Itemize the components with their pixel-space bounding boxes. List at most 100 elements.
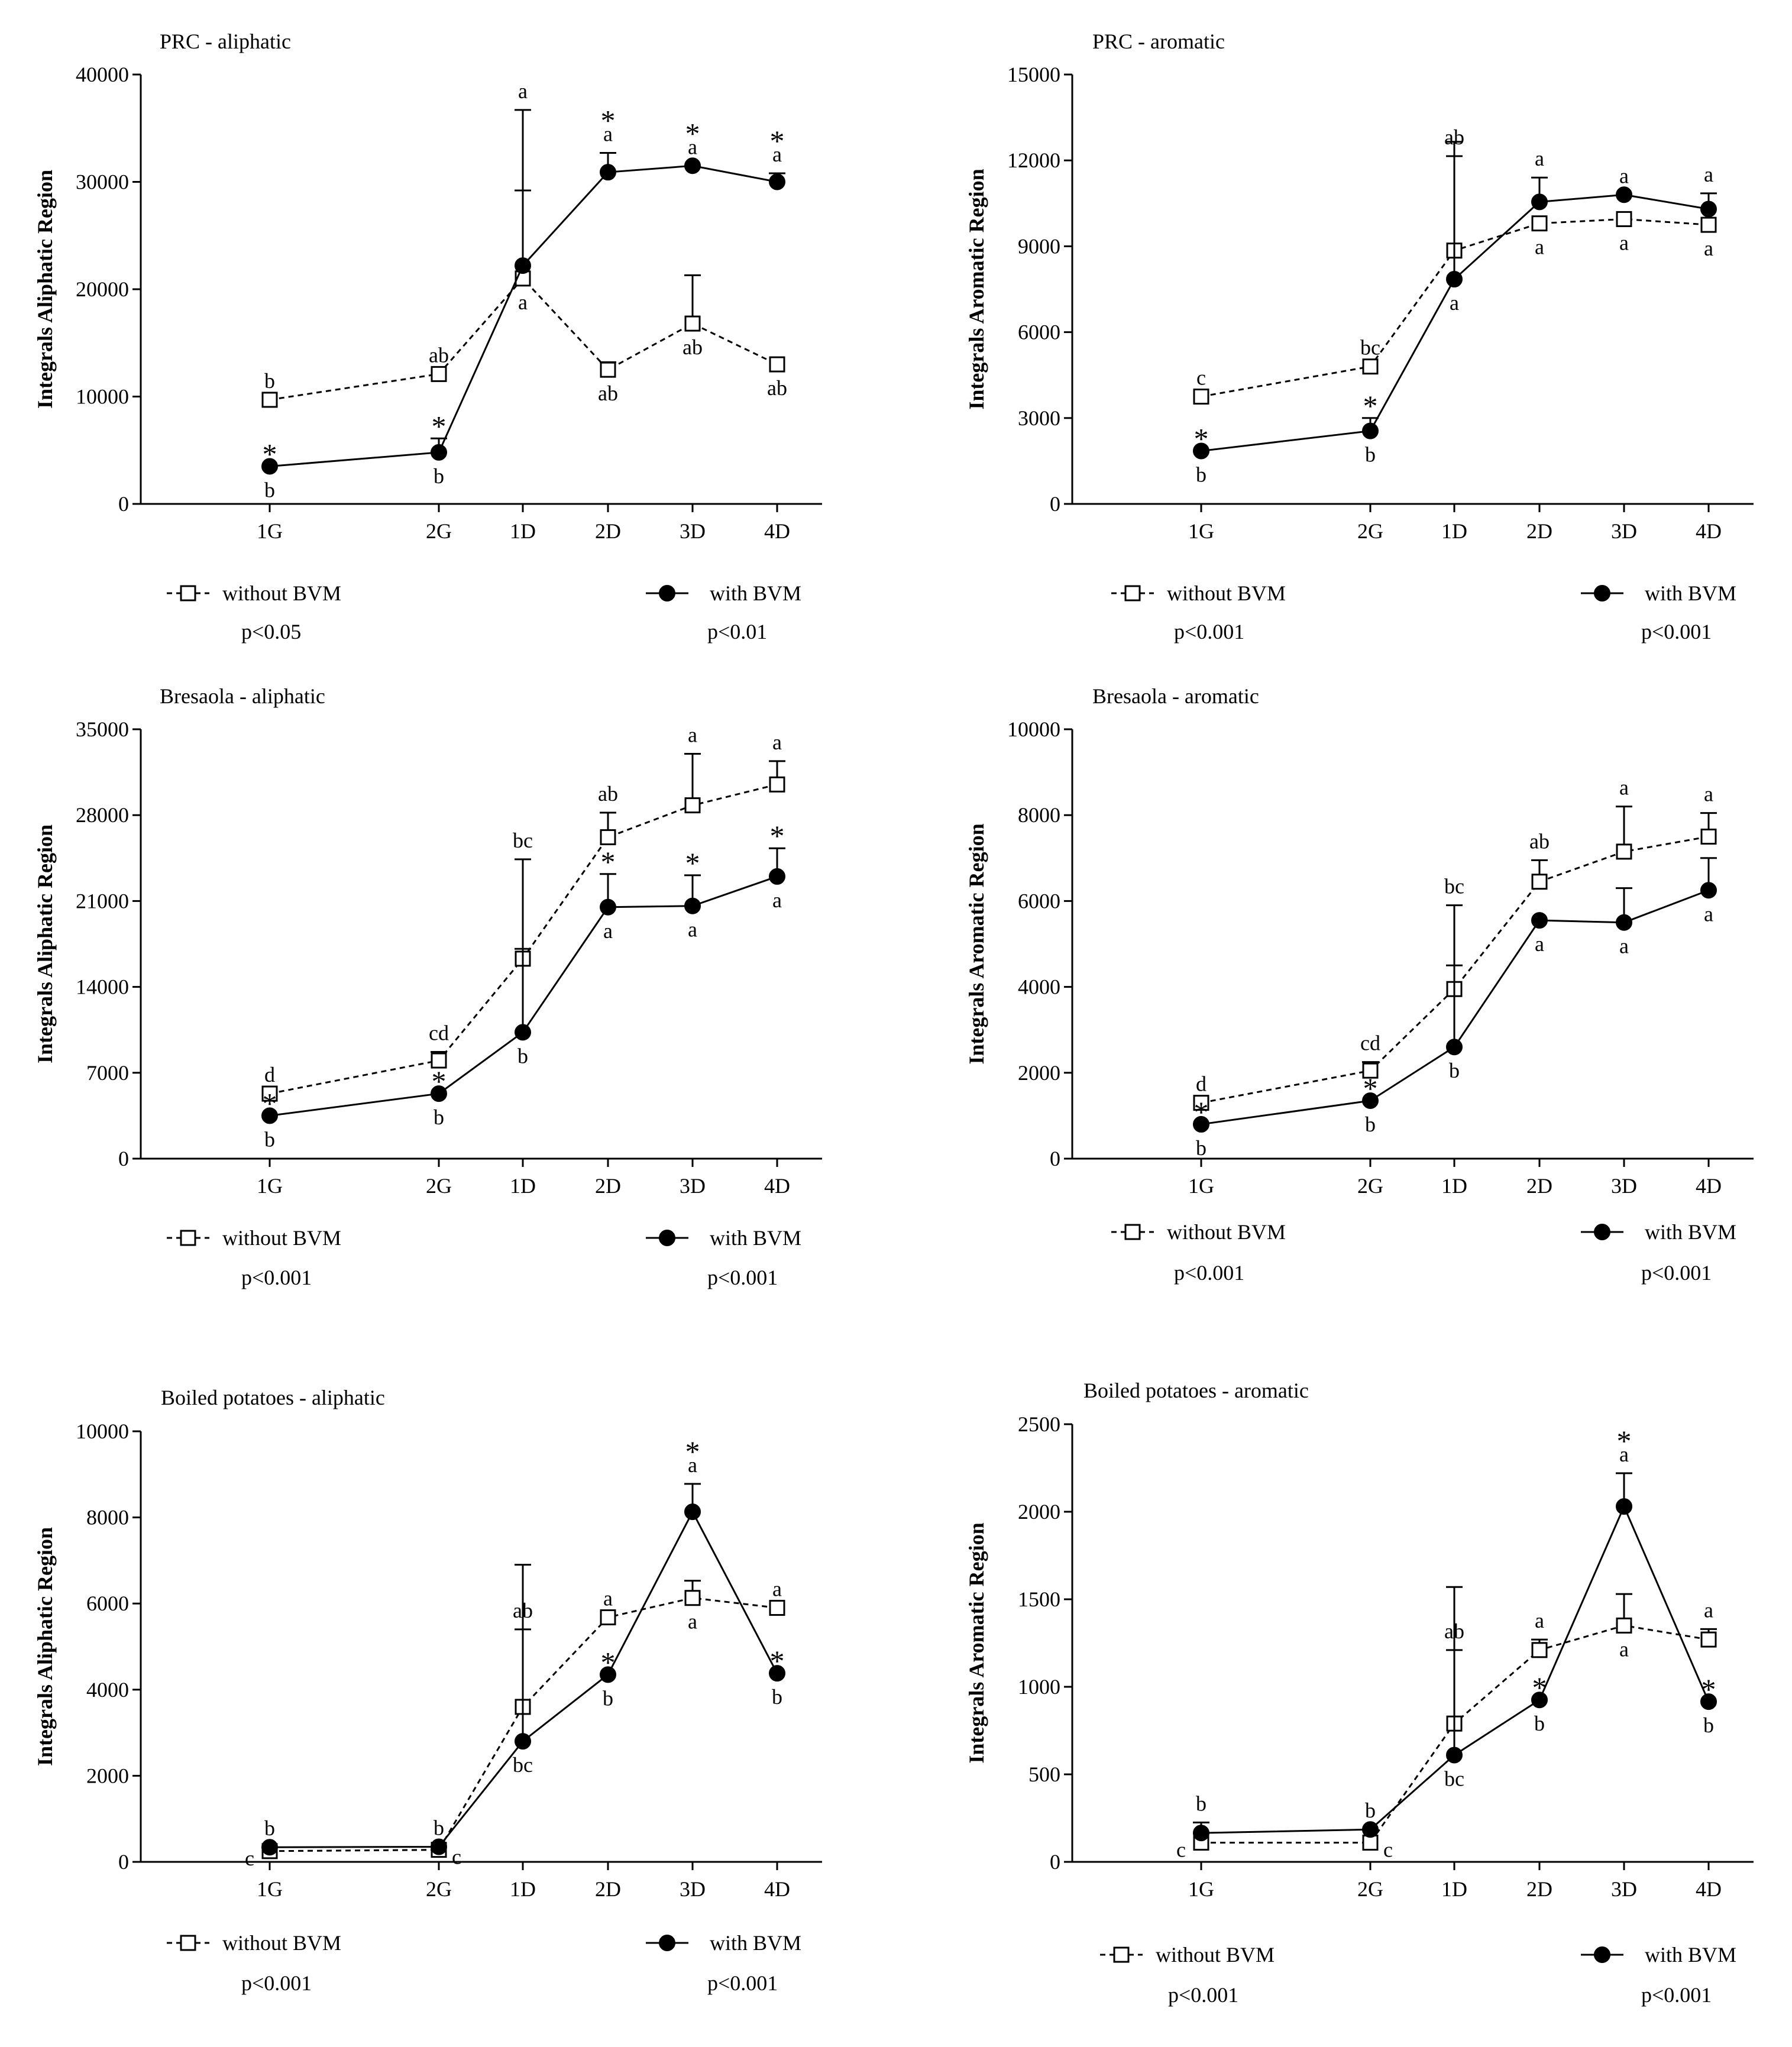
data-point [769,776,785,793]
x-tick-label: 2D [595,519,621,543]
significance-letter: a [772,730,782,754]
legend-without-bvm: without BVM p<0.001 [167,1931,341,1995]
x-tick-label: 4D [1696,1174,1722,1198]
data-point [1616,843,1632,860]
y-tick-label: 1500 [1018,1587,1060,1611]
data-point [1700,201,1717,218]
significance-letter: b [264,1127,275,1151]
data-point [600,898,616,916]
significance-letter: a [1619,1637,1629,1661]
significance-letter: b [434,1816,444,1840]
chart-title: PRC - aromatic [1092,30,1225,53]
significance-letter: a [688,723,697,746]
significance-letter: a [1704,237,1713,260]
panel-boiled-potatoes-aromatic: Boiled potatoes - aromatic 0 500 1000 1500 20… [965,1379,1754,2007]
data-point [769,356,785,373]
y-tick-label: 0 [1050,492,1060,516]
data-point [515,1733,531,1750]
y-tick-label: 8000 [1018,803,1060,827]
y-axis-label: Integrals Aromatic Region [965,823,988,1064]
x-tick-label: 4D [1696,519,1722,543]
x-tick-label: 1G [257,1877,283,1901]
data-point [261,1107,278,1124]
data-point [600,361,616,378]
series-line [269,783,778,1095]
y-tick-label: 14000 [76,975,129,999]
x-tick-label: 2G [426,1174,452,1198]
y-tick-label: 1000 [1018,1675,1060,1699]
p-value-label: p<0.01 [707,620,767,643]
y-tick-label: 8000 [86,1506,129,1529]
data-point [1193,1115,1209,1133]
x-tick-label: 3D [680,519,706,543]
significance-letter: a [1704,163,1713,186]
legend-with-bvm: with BVM p<0.001 [1581,1943,1736,2007]
y-tick-label: 0 [118,492,129,516]
y-tick-label: 0 [1050,1147,1060,1170]
data-point [1616,186,1632,203]
y-tick-label: 15000 [1007,63,1060,86]
data-point [1193,442,1209,460]
y-tick-label: 2000 [1018,1061,1060,1085]
y-tick-label: 3000 [1018,406,1060,430]
legend-with-bvm: with BVM p<0.001 [1581,1220,1736,1285]
panel-bresaola-aromatic: Bresaola - aromatic 0 2000 4000 6000 8000 1000… [965,684,1754,1285]
significance-letter: d [1196,1072,1206,1096]
series-line [269,164,778,467]
data-point [261,1085,278,1102]
p-value-label: p<0.001 [241,1971,312,1995]
data-point [1531,874,1548,890]
x-tick-label: 2D [1526,1174,1552,1198]
p-value-label: p<0.001 [1174,1261,1244,1285]
x-tick-label: 2D [1526,519,1552,543]
data-point [431,1085,447,1102]
y-tick-label: 2500 [1018,1412,1060,1436]
y-tick-label: 28000 [76,803,129,827]
significance-star: * [601,845,616,878]
significance-letter: a [772,1577,782,1600]
series-line [1201,836,1709,1104]
chart-title: Boiled potatoes - aromatic [1083,1379,1309,1402]
x-tick-label: 3D [1611,519,1637,543]
significance-star: * [1702,1673,1716,1706]
legend-label: with BVM [1645,1943,1736,1967]
significance-star: * [685,117,700,150]
p-value-label: p<0.001 [1168,1983,1238,2007]
x-tick-label: 1D [1441,1877,1467,1901]
significance-letter: a [688,135,697,159]
y-tick-label: 30000 [76,170,129,194]
p-value-label: p<0.001 [707,1971,778,1995]
significance-letter: a [1619,934,1629,958]
significance-star: * [1363,1072,1378,1105]
significance-letter: d [264,1063,275,1086]
data-point [431,1838,447,1855]
p-value-label: p<0.001 [241,1266,312,1289]
significance-letter: a [1619,164,1629,187]
significance-letter: bc [1360,336,1380,360]
data-point [769,868,785,885]
x-tick-label: 4D [764,1877,790,1901]
significance-letter: ab [429,343,449,367]
data-point [1362,1092,1379,1109]
legend-marker [1594,1946,1610,1963]
x-tick-label: 1G [257,1174,283,1198]
x-tick-label: 4D [764,519,790,543]
chart-title: Bresaola - aromatic [1092,684,1259,708]
legend-marker [180,585,196,602]
significance-letter: c [452,1845,461,1869]
significance-letter: a [518,79,528,103]
data-point [431,366,447,382]
significance-letter: ab [598,782,618,806]
significance-letter: a [688,918,697,942]
data-point [1700,1693,1717,1710]
data-point [1362,1821,1379,1838]
chart-title: Bresaola - aliphatic [160,684,325,708]
significance-star: * [1194,422,1209,455]
data-point [1446,1039,1463,1056]
data-point [1531,215,1548,232]
x-tick-label: 2G [426,1877,452,1901]
legend-marker [1113,1946,1130,1963]
data-point [261,1839,278,1856]
